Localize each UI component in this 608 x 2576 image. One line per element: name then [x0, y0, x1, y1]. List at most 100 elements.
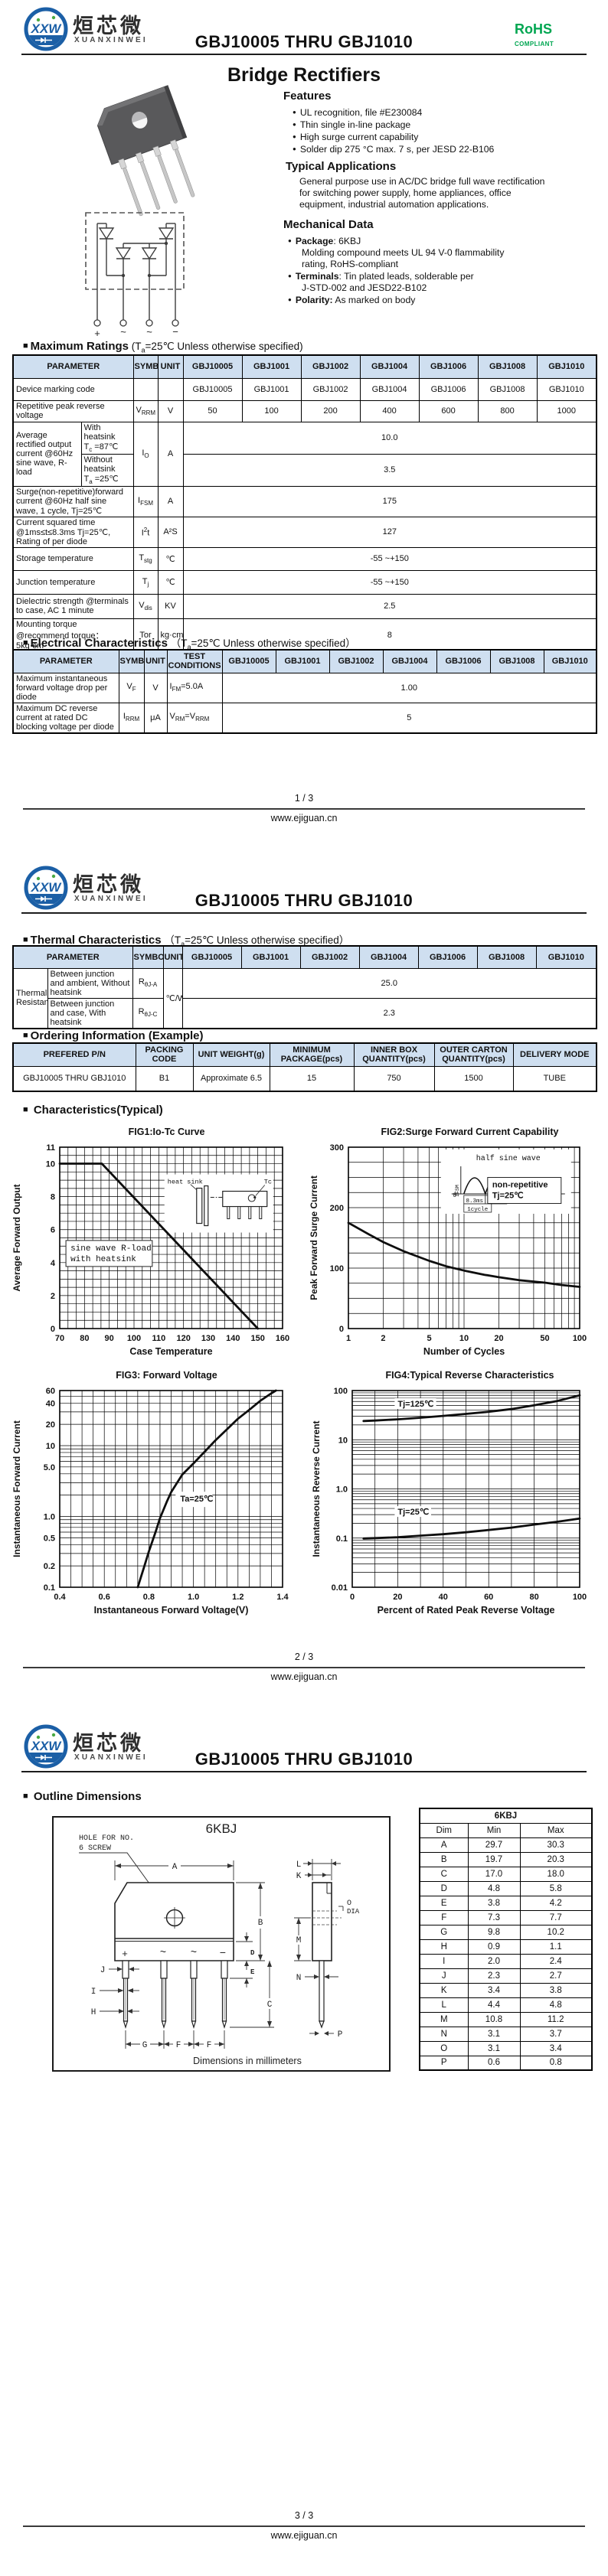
- applications-line: for switching power supply, home applian…: [299, 187, 512, 198]
- svg-text:Tj=125℃: Tj=125℃: [397, 1400, 433, 1409]
- svg-text:6 SCREW: 6 SCREW: [79, 1844, 111, 1853]
- rohs-label: RoHS: [515, 21, 552, 37]
- dims-cell: 0.9: [467, 1939, 521, 1955]
- svg-text:M: M: [296, 1936, 302, 1945]
- svg-text:10: 10: [459, 1334, 469, 1343]
- elec-table: PARAMETER SYMBOL UNIT TEST CONDITIONS GB…: [12, 649, 597, 734]
- svg-text:−: −: [220, 1948, 226, 1960]
- dims-cell: D: [419, 1880, 469, 1896]
- param-cell: Mounting torque @recommend torque： 5kg·c…: [12, 618, 134, 653]
- product-heading: Bridge Rectifiers: [227, 64, 381, 86]
- svg-text:0.5: 0.5: [44, 1534, 55, 1543]
- fig4-plot: 0 20 40 60 80 100 100 10 1.0 0.1 0.01 Percent of Ra…: [311, 1387, 587, 1616]
- svg-text:0: 0: [339, 1325, 344, 1334]
- svg-text:IFSM: IFSM: [455, 1185, 460, 1197]
- column-header: UNIT: [162, 945, 183, 969]
- svg-text:1.0: 1.0: [188, 1593, 199, 1602]
- column-header: GBJ1006: [418, 354, 479, 379]
- value-cell: 10.0: [182, 421, 597, 455]
- table-header-row: PARAMETER SYMBOL UNIT GBJ10005 GBJ1001 G…: [12, 354, 597, 379]
- symbol-cell: RθJ-C: [132, 997, 164, 1029]
- column-header: UNIT WEIGHT(g): [192, 1042, 270, 1067]
- dims-cell: 3.1: [467, 2026, 521, 2042]
- unit-cell: ℃: [157, 569, 184, 595]
- svg-text:300: 300: [330, 1143, 344, 1153]
- doc-title: GBJ10005 THRU GBJ1010: [194, 32, 414, 51]
- value-cell: 127: [182, 516, 597, 548]
- svg-text:0.1: 0.1: [336, 1534, 348, 1544]
- features-section: Features ● UL recognition, file #E230084 …: [283, 90, 597, 155]
- value-cell: GBJ1010: [536, 377, 597, 401]
- symbol-cell: [132, 377, 159, 401]
- footer-rule: [23, 2525, 585, 2527]
- value-cell: 1.00: [221, 672, 597, 703]
- column-header: GBJ1004: [358, 945, 419, 969]
- svg-text:Average Forward Output: Average Forward Output: [11, 1184, 22, 1291]
- dims-cell: 3.7: [519, 2026, 593, 2042]
- applications-line: equipment, industrial automation applica…: [299, 199, 489, 210]
- svg-text:B: B: [258, 1919, 263, 1928]
- fig3-chart: FIG3: Forward Voltage 0.4 0.6 0.8 1.0 1.2 1.4…: [3, 1370, 298, 1626]
- svg-text:0: 0: [453, 1192, 456, 1199]
- svg-text:8: 8: [51, 1193, 55, 1202]
- param-cell: Storage temperature: [12, 546, 134, 571]
- dims-row: J 2.3 2.7: [419, 1968, 593, 1984]
- column-header: GBJ1010: [536, 354, 597, 379]
- dims-cell: 1.1: [519, 1939, 593, 1955]
- rohs-badge: RoHS COMPLIANT: [515, 21, 591, 47]
- column-header: Max: [519, 1822, 593, 1838]
- svg-text:40: 40: [439, 1593, 448, 1602]
- square-marker-icon: ■: [23, 1105, 28, 1114]
- dims-cell: 10.8: [467, 2011, 521, 2027]
- svg-text:HOLE FOR NO.: HOLE FOR NO.: [79, 1834, 134, 1843]
- bullet-icon: ●: [293, 109, 296, 116]
- value-cell: 800: [477, 399, 538, 422]
- svg-text:1.0: 1.0: [336, 1485, 348, 1495]
- header-rule: [21, 912, 587, 914]
- dims-cell: 3.1: [467, 2040, 521, 2056]
- dims-row: M 10.8 11.2: [419, 2011, 593, 2027]
- svg-text:80: 80: [80, 1334, 89, 1343]
- applications-section: Typical Applications General purpose use…: [286, 161, 600, 210]
- svg-text:−: −: [172, 326, 178, 337]
- value-cell: TUBE: [512, 1065, 597, 1092]
- dims-cell: J: [419, 1968, 469, 1984]
- brand-name-en: XUANXINWEI: [74, 36, 148, 44]
- symbol-cell: Tstg: [132, 546, 159, 571]
- characteristics-heading: ■ Characteristics(Typical): [23, 1104, 163, 1117]
- column-header: PARAMETER: [12, 945, 133, 969]
- svg-text:0.2: 0.2: [44, 1562, 55, 1571]
- svg-text:~: ~: [146, 326, 152, 337]
- unit-cell: KV: [157, 593, 184, 619]
- footer-rule: [23, 1667, 585, 1668]
- dims-row: C 17.0 18.0: [419, 1866, 593, 1882]
- value-cell: 15: [269, 1065, 355, 1092]
- bullet-icon: ●: [293, 133, 296, 140]
- svg-text:1cycle: 1cycle: [467, 1207, 488, 1213]
- svg-text:~: ~: [120, 326, 126, 337]
- dims-row: B 19.7 20.3: [419, 1851, 593, 1867]
- column-header: GBJ1002: [329, 649, 384, 673]
- dims-cell: 2.7: [519, 1968, 593, 1984]
- svg-text:10: 10: [46, 1160, 55, 1169]
- test-cond-cell: VRM=VRRM: [166, 702, 223, 733]
- svg-text:5.0: 5.0: [44, 1463, 55, 1472]
- thermal-table: PARAMETER SYMBOL UNIT GBJ10005 GBJ1001 G…: [12, 945, 598, 1029]
- dims-cell: 3.4: [467, 1982, 521, 1998]
- param-cell: Maximum instantaneous forward voltage dr…: [12, 672, 119, 703]
- column-header: GBJ1001: [240, 945, 301, 969]
- dims-cell: 4.8: [519, 1997, 593, 2013]
- svg-text:G: G: [142, 2041, 148, 2050]
- column-header: GBJ1001: [241, 354, 302, 379]
- column-header: GBJ1006: [417, 945, 478, 969]
- value-cell: Approximate 6.5: [192, 1065, 270, 1092]
- column-header: GBJ10005: [221, 649, 276, 673]
- package-photo-image: [96, 85, 195, 217]
- dims-row: A 29.7 30.3: [419, 1837, 593, 1853]
- svg-text:100: 100: [573, 1334, 587, 1343]
- table-header-row: PARAMETER SYMBOL UNIT TEST CONDITIONS GB…: [12, 649, 597, 673]
- symbol-cell: IFSM: [132, 485, 159, 517]
- dims-cell: 2.0: [467, 1953, 521, 1969]
- column-header: SYMBOL: [132, 945, 164, 969]
- fig3-title: FIG3: Forward Voltage: [116, 1370, 217, 1381]
